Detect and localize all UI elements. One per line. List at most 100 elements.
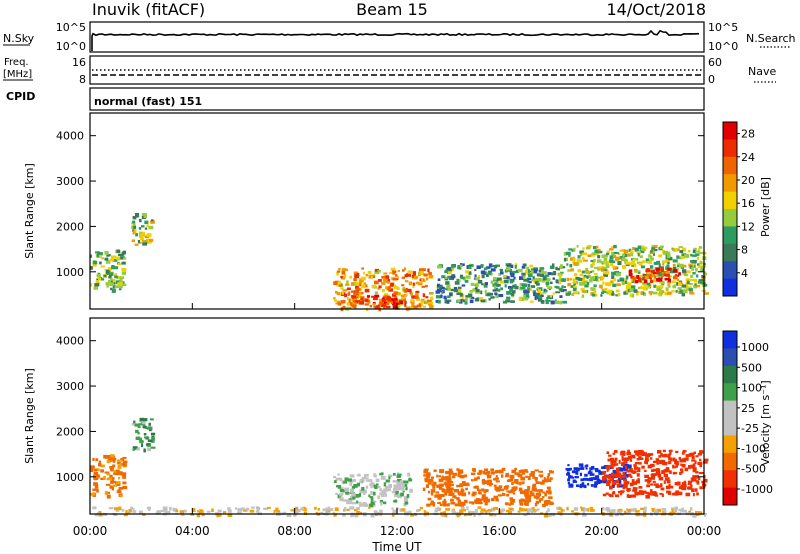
- power-cell: [679, 250, 684, 253]
- velocity-cell: [105, 483, 111, 486]
- power-cell: [447, 287, 451, 291]
- velocity-cell: [394, 509, 399, 513]
- power-cell: [440, 294, 443, 299]
- velocity-cell: [545, 490, 549, 494]
- power-cell: [437, 278, 441, 281]
- velocity-cell: [549, 501, 553, 506]
- velocity-cell: [619, 490, 625, 493]
- velocity-cell: [457, 470, 462, 473]
- power-cell: [587, 244, 592, 248]
- power-cell: [112, 259, 118, 262]
- power-cell: [449, 293, 452, 296]
- velocity-cell: [450, 501, 456, 505]
- velocity-cell: [644, 479, 649, 482]
- power-cell: [619, 277, 624, 280]
- power-cell: [641, 247, 646, 251]
- velocity-cell: [361, 487, 365, 491]
- power-cell: [581, 290, 585, 293]
- power-colorbar-segment: [723, 261, 737, 280]
- power-cell: [581, 294, 585, 298]
- velocity-cell: [655, 470, 661, 475]
- x-axis-label: Time UT: [371, 540, 422, 554]
- power-cell: [640, 285, 643, 290]
- power-cell: [664, 278, 669, 281]
- velocity-cell: [147, 439, 153, 443]
- velocity-cell: [348, 478, 352, 482]
- velocity-cell: [325, 511, 329, 515]
- power-cell: [610, 279, 614, 283]
- power-cell: [559, 265, 563, 269]
- velocity-cell: [568, 475, 572, 479]
- power-cell: [528, 273, 532, 277]
- power-cell: [437, 299, 441, 304]
- velocity-cell: [665, 485, 671, 489]
- velocity-cell: [649, 463, 655, 467]
- velocity-cell: [448, 475, 451, 479]
- velocity-cell: [549, 470, 554, 474]
- power-cell: [106, 254, 109, 257]
- power-cell: [617, 261, 622, 265]
- velocity-cell: [465, 487, 468, 491]
- velocity-cell: [106, 460, 111, 464]
- power-cell: [429, 292, 434, 295]
- velocity-cell: [156, 510, 161, 515]
- power-cell: [503, 275, 507, 278]
- power-cell: [440, 286, 445, 290]
- power-cell: [530, 268, 534, 272]
- velocity-cell: [383, 501, 387, 505]
- velocity-cell: [446, 478, 452, 482]
- velocity-cell: [643, 506, 647, 509]
- power-cell: [615, 294, 619, 297]
- velocity-cell: [656, 485, 661, 488]
- velocity-cell: [524, 494, 528, 497]
- velocity-cell: [627, 510, 631, 514]
- velocity-cell: [385, 479, 390, 483]
- velocity-cell: [674, 460, 679, 465]
- velocity-cell: [607, 467, 610, 471]
- power-cell: [609, 259, 614, 264]
- power-cell: [93, 286, 98, 290]
- power-cell: [682, 289, 688, 294]
- velocity-cell: [146, 443, 149, 446]
- velocity-cell: [487, 509, 493, 512]
- nsky-tick-bottom: 10^0: [56, 40, 86, 53]
- velocity-cell: [103, 475, 106, 480]
- velocity-cell: [150, 418, 154, 421]
- velocity-cell: [501, 488, 505, 491]
- velocity-cell: [593, 484, 598, 488]
- velocity-cell: [93, 477, 99, 480]
- power-cell: [335, 280, 340, 285]
- velocity-cell: [143, 448, 146, 453]
- velocity-cell: [557, 511, 561, 515]
- power-cell: [534, 281, 538, 285]
- velocity-cell: [112, 464, 116, 468]
- power-cell: [679, 289, 683, 294]
- power-cell: [676, 278, 680, 281]
- velocity-cell: [409, 488, 413, 493]
- power-cell: [629, 250, 634, 254]
- velocity-cell: [201, 510, 205, 514]
- velocity-cell: [276, 510, 281, 515]
- velocity-cell: [143, 436, 148, 439]
- power-cell: [596, 248, 601, 252]
- power-cell: [340, 276, 346, 280]
- power-cell: [346, 280, 349, 284]
- power-cell: [402, 287, 406, 291]
- velocity-cell: [127, 510, 130, 513]
- velocity-cell: [94, 513, 98, 517]
- velocity-cell: [218, 513, 222, 517]
- velocity-cell: [628, 473, 632, 477]
- velocity-y-axis-label: Slant Range [km]: [23, 368, 36, 464]
- power-cell: [361, 284, 366, 289]
- power-cell: [141, 231, 145, 236]
- velocity-cell: [668, 484, 671, 487]
- power-cell: [504, 269, 508, 273]
- velocity-cell: [661, 470, 665, 474]
- velocity-cell: [630, 508, 635, 512]
- velocity-cell: [363, 492, 366, 495]
- nsearch-tick-bottom: 10^0: [708, 40, 738, 53]
- power-cell: [665, 287, 669, 292]
- velocity-cell: [267, 506, 271, 509]
- velocity-cell: [169, 506, 172, 511]
